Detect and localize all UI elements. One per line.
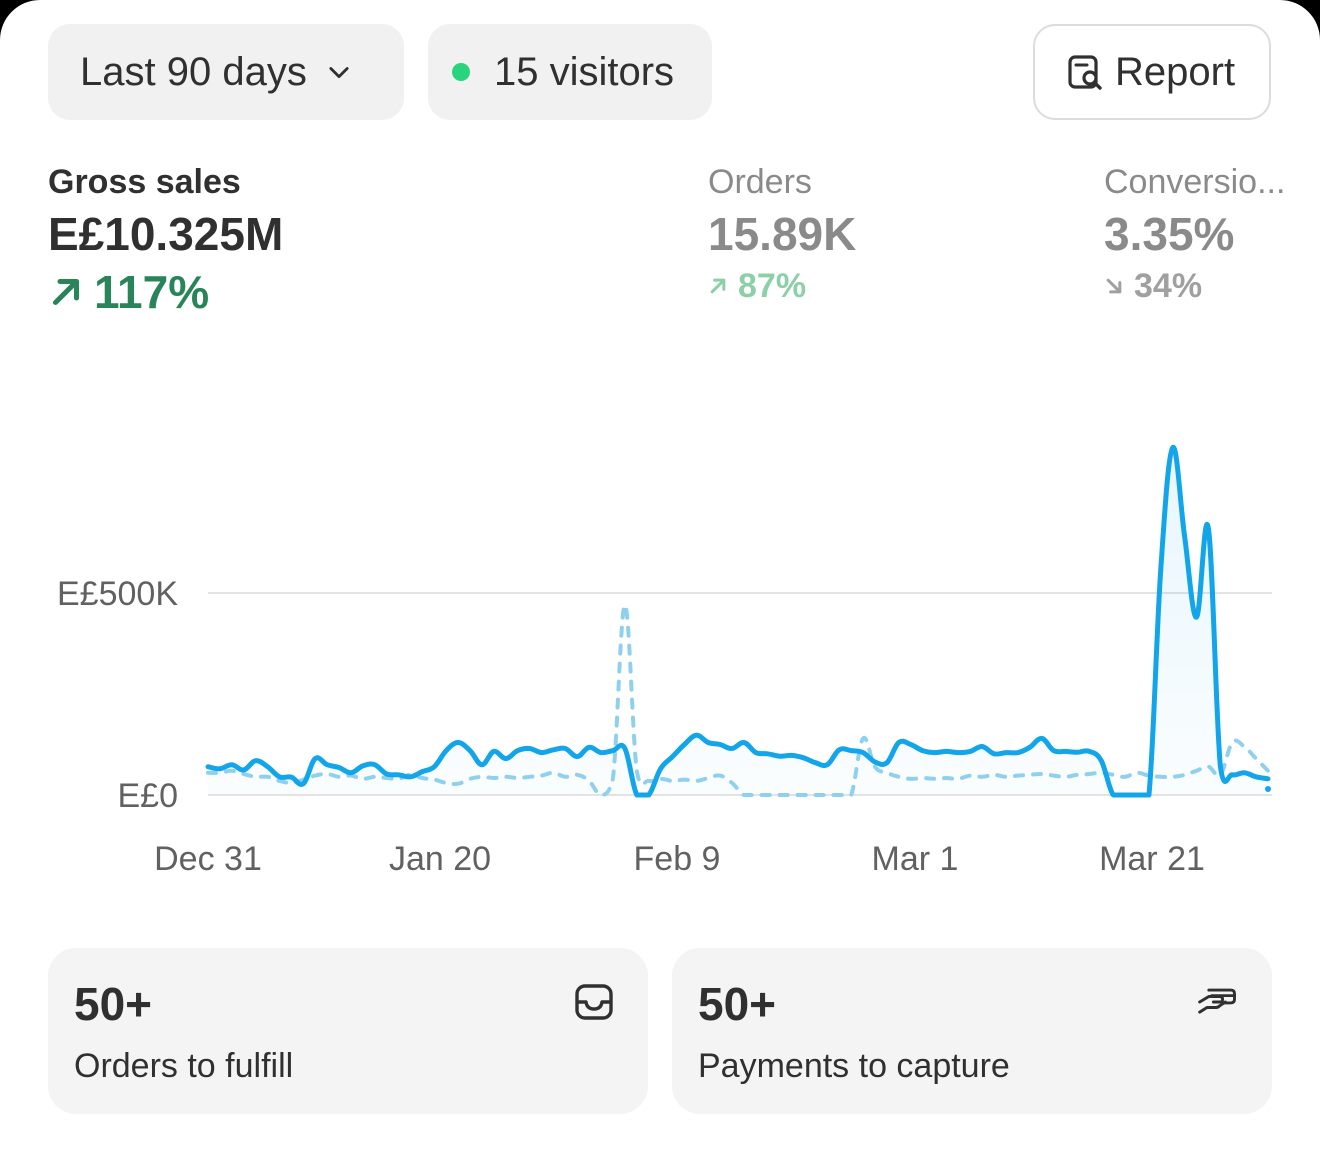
- task-count: 50+: [74, 978, 153, 1030]
- metric-label: Conversio...: [1104, 163, 1286, 201]
- report-search-icon: [1068, 55, 1102, 90]
- metric-change: 34%: [1104, 264, 1320, 308]
- payments-to-capture-card[interactable]: 50+ Payments to capture: [672, 948, 1272, 1114]
- chevron-down-icon: [329, 67, 349, 79]
- metric-change-value: 34%: [1134, 267, 1203, 305]
- live-visitors-button[interactable]: 15 visitors: [428, 24, 712, 120]
- metric-value: 3.35%: [1104, 208, 1235, 260]
- date-range-selector[interactable]: Last 90 days: [48, 24, 404, 120]
- report-button[interactable]: Report: [1033, 24, 1271, 120]
- metric-gross-sales[interactable]: Gross sales E£10.325M 117%: [48, 160, 283, 320]
- gross-sales-chart[interactable]: E£0 E£500K Dec 31 Jan 20 Feb 9 Mar 1 Mar 21: [0, 330, 1320, 900]
- metric-value: 15.89K: [708, 208, 857, 260]
- metric-orders[interactable]: Orders 15.89K 87%: [708, 160, 856, 308]
- metric-change: 87%: [708, 264, 856, 308]
- metric-change: 117%: [48, 264, 283, 320]
- metric-change-value: 117%: [94, 266, 210, 318]
- series-end-point: [1265, 786, 1271, 792]
- date-range-label: Last 90 days: [80, 49, 307, 94]
- y-tick-label: E£500K: [57, 575, 178, 613]
- metric-label: Orders: [708, 163, 812, 201]
- x-tick-label: Mar 21: [1099, 840, 1205, 878]
- x-tick-label: Jan 20: [389, 840, 491, 878]
- metric-label: Gross sales: [48, 163, 241, 201]
- arrow-down-right-icon: [1106, 278, 1122, 294]
- metric-conversion[interactable]: Conversio... 3.35% 34%: [1104, 160, 1320, 308]
- x-tick-label: Mar 1: [872, 840, 959, 878]
- x-tick-label: Feb 9: [634, 840, 721, 878]
- x-tick-label: Dec 31: [154, 840, 262, 878]
- arrow-up-right-icon: [710, 278, 726, 294]
- task-count: 50+: [698, 978, 777, 1030]
- live-status-dot: [452, 63, 470, 81]
- visitors-label: 15 visitors: [494, 49, 675, 94]
- hand-card-icon: [1198, 988, 1236, 1014]
- metric-value: E£10.325M: [48, 208, 284, 260]
- y-tick-label: E£0: [118, 777, 179, 815]
- inbox-icon: [575, 984, 613, 1020]
- arrow-up-right-icon: [52, 278, 80, 306]
- task-label: Payments to capture: [698, 1047, 1010, 1085]
- report-label: Report: [1115, 49, 1236, 94]
- orders-to-fulfill-card[interactable]: 50+ Orders to fulfill: [48, 948, 648, 1114]
- task-label: Orders to fulfill: [74, 1047, 294, 1085]
- series-comparison-line: [206, 603, 1270, 797]
- series-current-line: [205, 445, 1271, 798]
- metric-change-value: 87%: [738, 267, 807, 305]
